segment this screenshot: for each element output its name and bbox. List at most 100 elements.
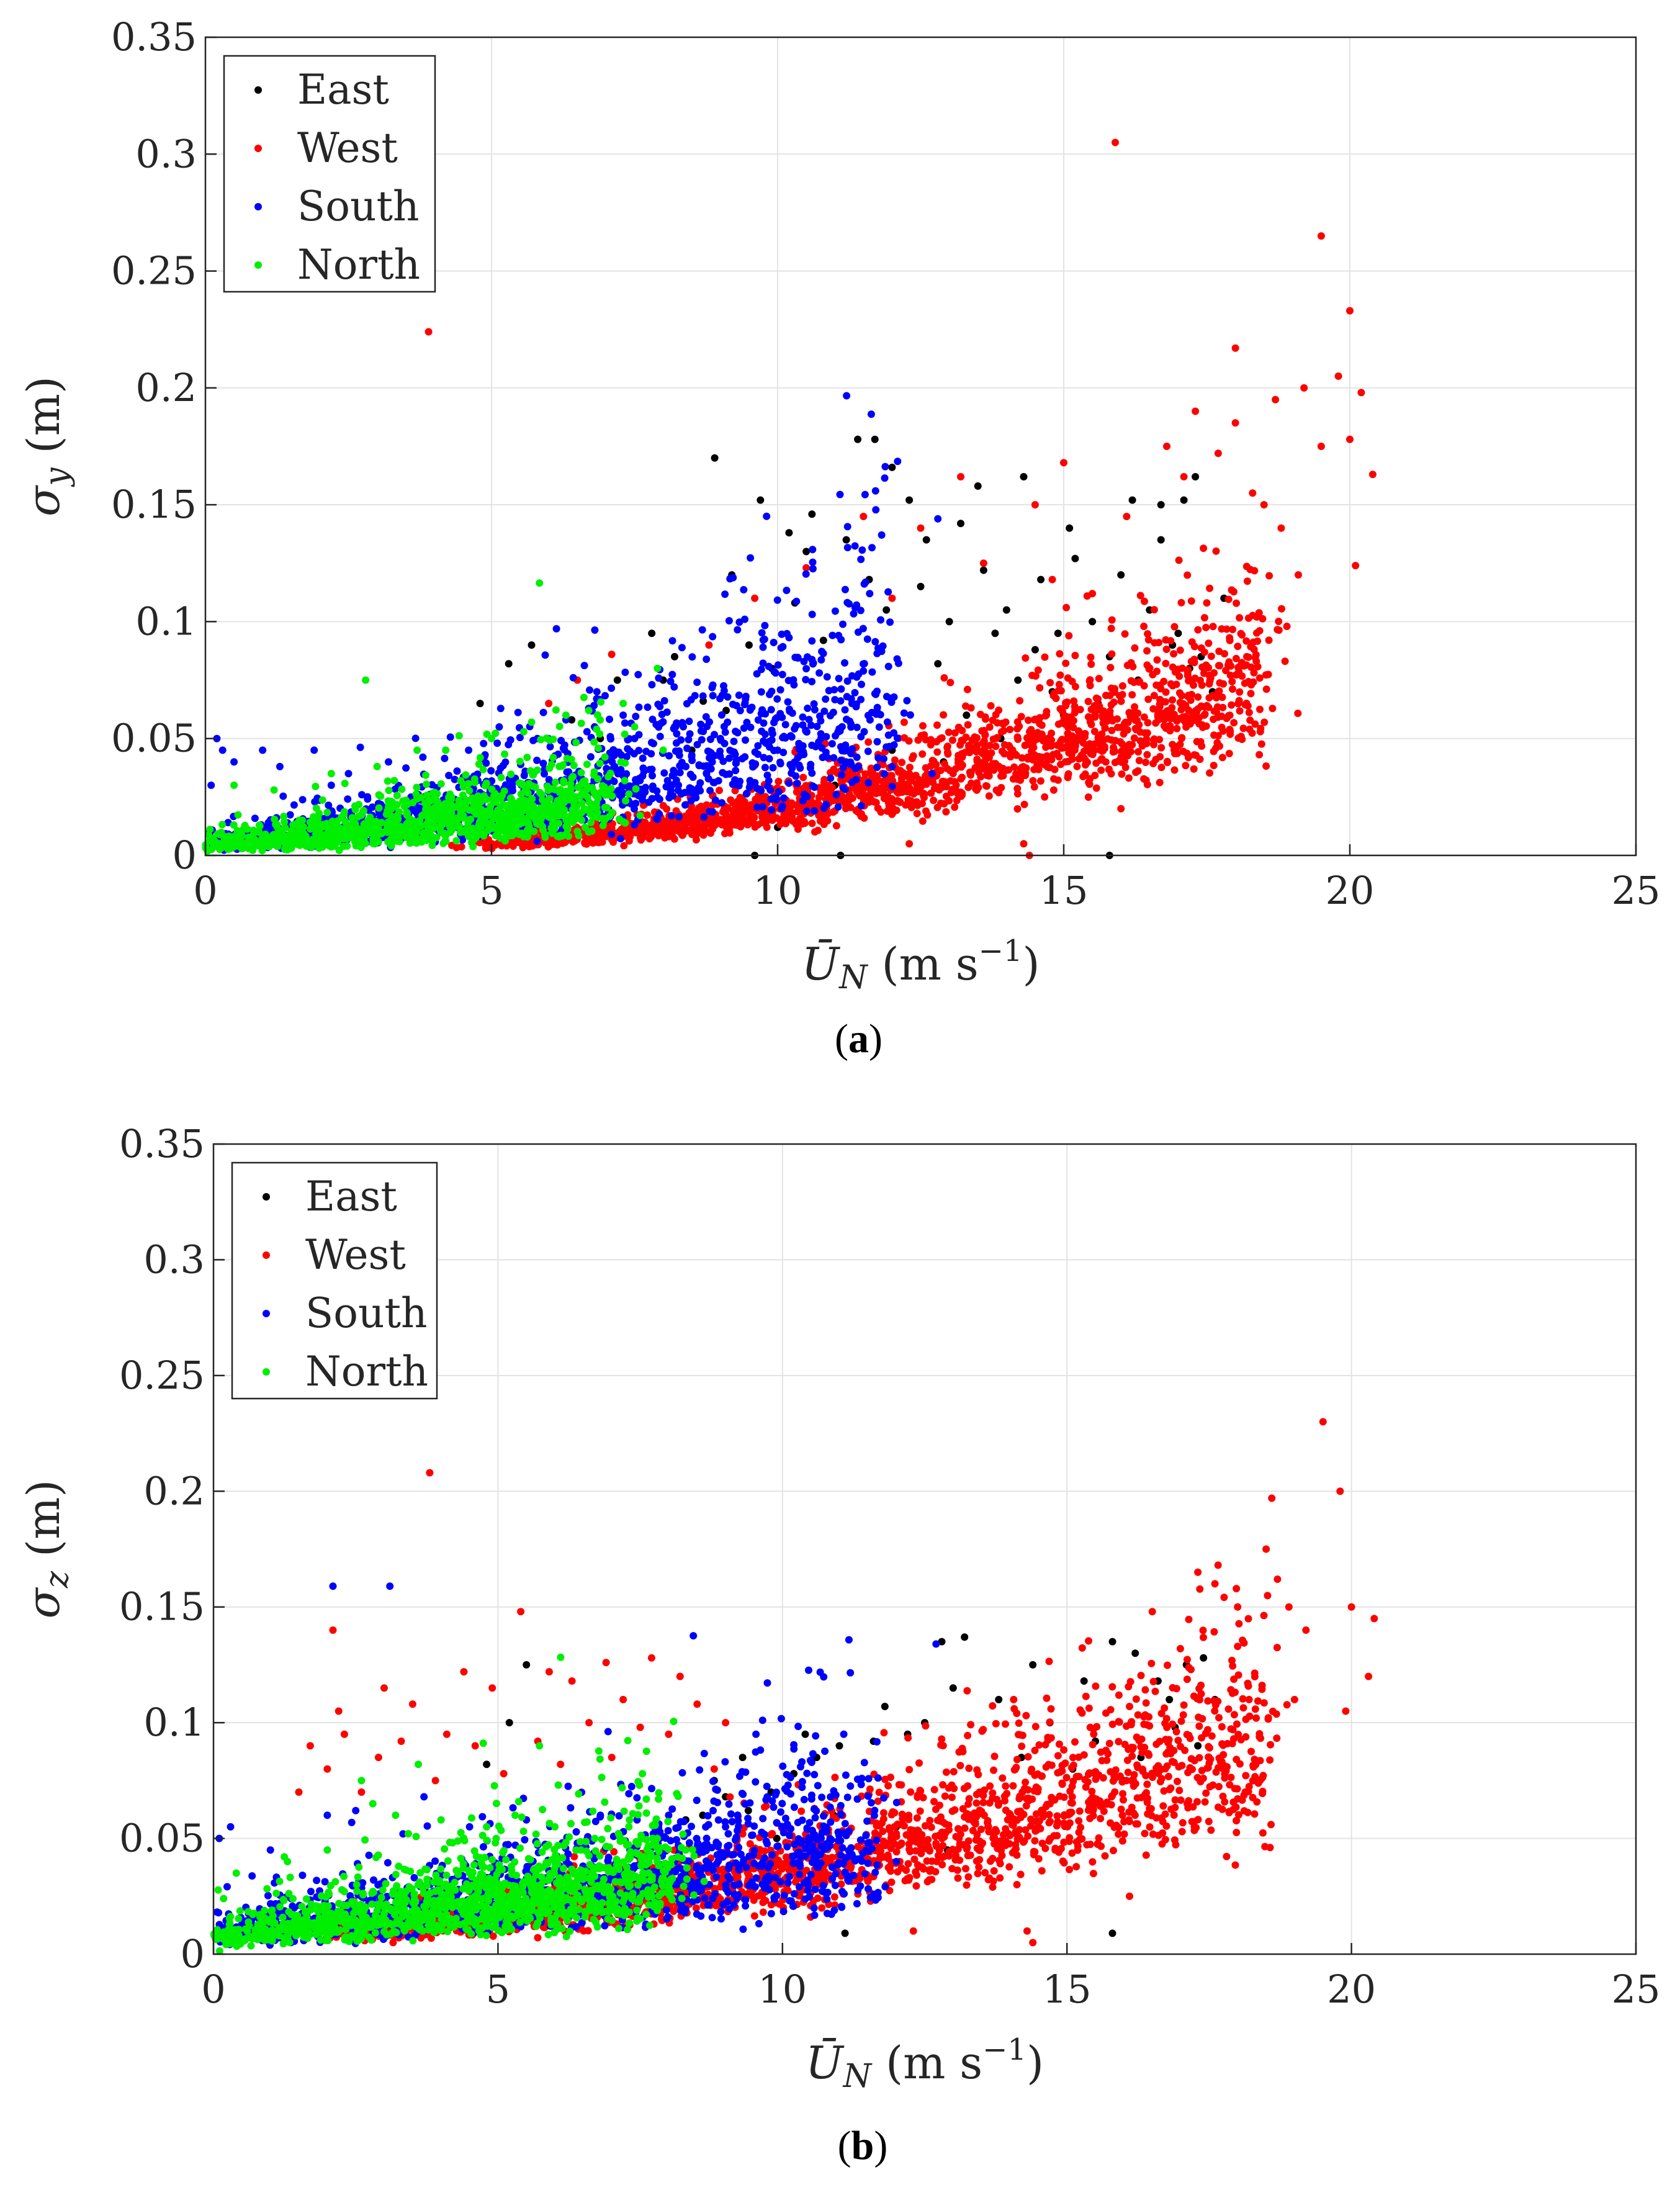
data-point bbox=[730, 810, 738, 818]
data-point bbox=[1036, 719, 1044, 728]
data-point bbox=[1068, 755, 1076, 763]
data-point bbox=[570, 762, 578, 770]
data-point bbox=[502, 809, 510, 818]
data-point bbox=[1108, 650, 1116, 658]
data-point bbox=[312, 782, 320, 790]
data-point bbox=[590, 738, 598, 746]
data-point bbox=[865, 779, 873, 787]
data-point bbox=[881, 462, 889, 471]
data-point bbox=[479, 765, 487, 773]
data-point bbox=[1157, 744, 1166, 752]
data-point bbox=[506, 736, 514, 744]
data-point bbox=[528, 807, 536, 815]
data-point bbox=[847, 749, 855, 757]
data-point bbox=[1027, 1822, 1035, 1830]
data-point bbox=[490, 791, 498, 800]
data-point bbox=[1157, 764, 1166, 772]
data-point bbox=[890, 693, 898, 701]
data-point bbox=[863, 635, 871, 643]
data-point bbox=[420, 811, 428, 819]
data-point bbox=[549, 736, 557, 743]
data-point bbox=[858, 546, 866, 554]
data-point bbox=[671, 652, 678, 660]
data-point bbox=[483, 838, 492, 846]
data-point bbox=[483, 730, 491, 738]
data-point bbox=[957, 473, 964, 480]
legend-marker-south bbox=[254, 203, 262, 210]
data-point bbox=[1124, 1769, 1132, 1777]
data-point bbox=[492, 729, 500, 737]
data-point bbox=[1208, 692, 1216, 700]
data-point bbox=[793, 808, 801, 816]
data-point bbox=[441, 800, 449, 808]
data-point bbox=[957, 763, 965, 771]
data-point bbox=[678, 759, 686, 767]
data-point bbox=[565, 832, 573, 841]
data-point bbox=[1226, 1781, 1234, 1789]
data-point bbox=[748, 759, 757, 767]
data-point bbox=[913, 809, 921, 818]
data-point bbox=[649, 782, 657, 790]
data-point bbox=[1256, 728, 1264, 736]
data-point bbox=[362, 676, 370, 684]
data-point bbox=[1251, 720, 1259, 728]
data-point bbox=[1166, 1695, 1174, 1703]
data-point bbox=[1108, 1720, 1116, 1728]
data-point bbox=[751, 594, 759, 602]
data-point bbox=[1026, 728, 1033, 736]
data-point bbox=[453, 767, 461, 775]
data-point bbox=[656, 732, 664, 741]
data-point bbox=[1264, 1715, 1272, 1723]
data-point bbox=[383, 828, 391, 836]
data-point bbox=[823, 673, 831, 681]
data-point bbox=[552, 778, 559, 787]
data-point bbox=[427, 810, 435, 818]
data-point bbox=[442, 832, 449, 840]
data-point bbox=[938, 783, 946, 791]
data-point bbox=[1236, 688, 1244, 696]
data-point bbox=[608, 808, 616, 816]
data-point bbox=[773, 714, 781, 722]
data-point bbox=[886, 798, 894, 806]
data-point bbox=[829, 631, 837, 639]
data-point bbox=[624, 828, 632, 836]
data-point bbox=[1253, 629, 1260, 637]
data-point bbox=[813, 723, 821, 731]
data-point bbox=[860, 728, 868, 736]
data-point bbox=[230, 821, 238, 829]
data-point bbox=[775, 777, 783, 785]
data-point bbox=[423, 780, 430, 788]
data-point bbox=[832, 732, 839, 740]
data-point bbox=[850, 610, 858, 618]
data-point bbox=[971, 733, 979, 741]
data-point bbox=[759, 643, 767, 651]
data-point bbox=[880, 755, 887, 763]
data-point bbox=[1077, 736, 1085, 744]
data-point bbox=[919, 750, 927, 758]
data-point bbox=[1225, 749, 1233, 757]
data-point bbox=[590, 768, 598, 776]
data-point bbox=[648, 681, 656, 688]
data-point bbox=[1352, 562, 1360, 570]
data-point bbox=[608, 684, 616, 692]
data-point bbox=[1084, 698, 1092, 705]
data-point bbox=[768, 806, 775, 814]
data-point bbox=[271, 815, 279, 823]
data-point bbox=[711, 731, 718, 739]
data-point bbox=[1171, 1803, 1179, 1811]
data-point bbox=[873, 703, 881, 711]
data-point bbox=[1145, 1751, 1153, 1759]
data-point bbox=[905, 737, 913, 745]
data-point bbox=[861, 770, 869, 778]
data-point bbox=[625, 790, 633, 798]
data-point bbox=[1150, 606, 1158, 614]
data-point bbox=[1368, 471, 1377, 479]
data-point bbox=[749, 813, 757, 821]
data-point bbox=[1082, 746, 1090, 754]
data-point bbox=[870, 798, 878, 806]
data-point bbox=[716, 734, 724, 742]
data-point bbox=[1200, 703, 1208, 711]
data-point bbox=[395, 834, 403, 842]
data-point bbox=[866, 590, 874, 598]
data-point bbox=[884, 588, 892, 596]
